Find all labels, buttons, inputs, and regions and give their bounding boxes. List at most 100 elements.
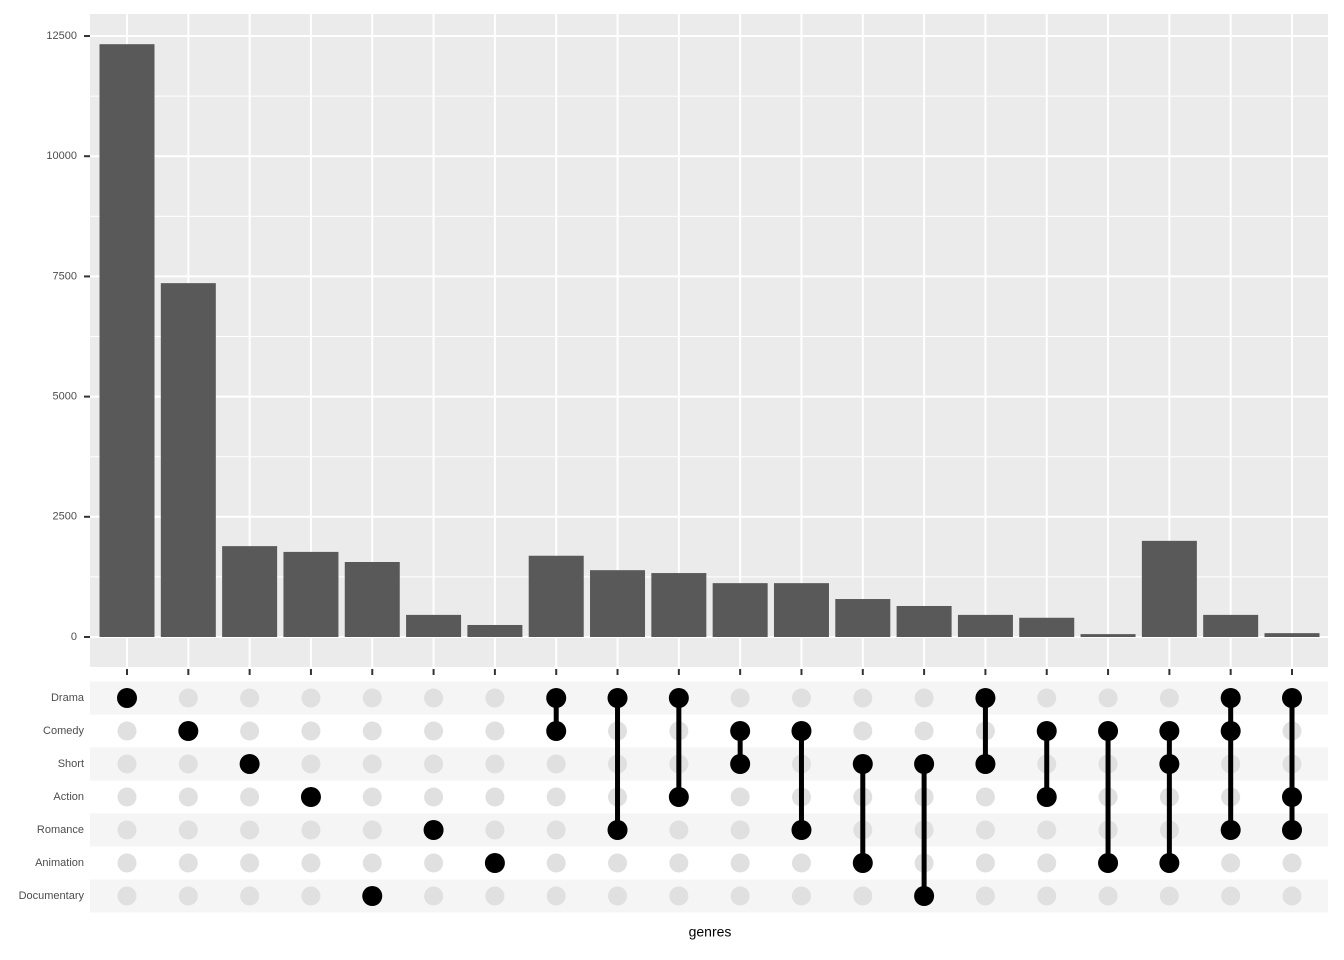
member-dot bbox=[730, 721, 751, 741]
member-dot bbox=[975, 688, 996, 708]
empty-dot bbox=[240, 820, 260, 840]
member-dot bbox=[546, 721, 567, 741]
member-dot bbox=[1282, 820, 1302, 840]
bar bbox=[957, 614, 1013, 637]
member-dot bbox=[1282, 787, 1302, 807]
empty-dot bbox=[485, 721, 505, 741]
member-dot bbox=[914, 886, 935, 906]
member-dot bbox=[1282, 688, 1302, 708]
member-dot bbox=[607, 820, 628, 840]
x-axis-title: genres bbox=[689, 924, 732, 940]
member-dot bbox=[607, 688, 628, 708]
matrix-stripe bbox=[90, 879, 1328, 913]
empty-dot bbox=[424, 754, 444, 774]
member-dot bbox=[852, 754, 873, 774]
bar bbox=[467, 624, 523, 637]
set-label: Comedy bbox=[43, 725, 84, 737]
empty-dot bbox=[546, 787, 566, 807]
member-dot bbox=[1098, 853, 1119, 873]
empty-dot bbox=[424, 688, 444, 708]
empty-dot bbox=[485, 754, 505, 774]
bar bbox=[160, 283, 216, 637]
empty-dot bbox=[301, 886, 321, 906]
bar bbox=[773, 583, 829, 637]
member-dot bbox=[546, 688, 567, 708]
bar bbox=[99, 44, 155, 637]
empty-dot bbox=[1037, 853, 1057, 873]
empty-dot bbox=[608, 853, 628, 873]
y-tick-label: 7500 bbox=[53, 270, 77, 282]
empty-dot bbox=[178, 886, 198, 906]
empty-dot bbox=[1282, 886, 1302, 906]
set-label: Drama bbox=[51, 692, 85, 704]
member-dot bbox=[300, 787, 321, 807]
empty-dot bbox=[1098, 886, 1118, 906]
member-dot bbox=[975, 754, 996, 774]
empty-dot bbox=[853, 721, 873, 741]
empty-dot bbox=[301, 820, 321, 840]
empty-dot bbox=[117, 853, 137, 873]
y-tick-label: 10000 bbox=[46, 150, 77, 162]
empty-dot bbox=[117, 721, 137, 741]
empty-dot bbox=[240, 886, 260, 906]
empty-dot bbox=[853, 886, 873, 906]
empty-dot bbox=[117, 886, 137, 906]
set-label: Romance bbox=[37, 824, 84, 836]
bar bbox=[222, 546, 278, 637]
empty-dot bbox=[1098, 688, 1118, 708]
empty-dot bbox=[730, 688, 750, 708]
empty-dot bbox=[178, 820, 198, 840]
member-dot bbox=[1036, 721, 1057, 741]
bar bbox=[1141, 540, 1197, 637]
empty-dot bbox=[730, 820, 750, 840]
member-dot bbox=[1159, 754, 1180, 774]
empty-dot bbox=[608, 886, 628, 906]
matrix-stripe bbox=[90, 747, 1328, 781]
member-dot bbox=[1159, 853, 1180, 873]
empty-dot bbox=[853, 688, 873, 708]
set-label: Action bbox=[53, 791, 84, 803]
empty-dot bbox=[240, 787, 260, 807]
empty-dot bbox=[975, 820, 995, 840]
empty-dot bbox=[1159, 886, 1179, 906]
member-dot bbox=[668, 787, 689, 807]
empty-dot bbox=[1037, 820, 1057, 840]
empty-dot bbox=[485, 787, 505, 807]
empty-dot bbox=[546, 853, 566, 873]
empty-dot bbox=[362, 853, 382, 873]
member-dot bbox=[852, 853, 873, 873]
member-dot bbox=[178, 721, 199, 741]
bar bbox=[1019, 617, 1075, 637]
set-label: Documentary bbox=[19, 890, 85, 902]
empty-dot bbox=[362, 820, 382, 840]
member-dot bbox=[1220, 688, 1241, 708]
bar bbox=[344, 561, 400, 637]
empty-dot bbox=[362, 787, 382, 807]
bar bbox=[1080, 634, 1136, 637]
empty-dot bbox=[178, 688, 198, 708]
empty-dot bbox=[362, 754, 382, 774]
bar bbox=[896, 605, 952, 637]
bar bbox=[712, 583, 768, 637]
member-dot bbox=[791, 820, 812, 840]
member-dot bbox=[239, 754, 260, 774]
empty-dot bbox=[1221, 853, 1241, 873]
empty-dot bbox=[485, 688, 505, 708]
empty-dot bbox=[730, 886, 750, 906]
member-dot bbox=[362, 886, 383, 906]
empty-dot bbox=[301, 754, 321, 774]
empty-dot bbox=[117, 820, 137, 840]
empty-dot bbox=[1221, 886, 1241, 906]
member-dot bbox=[423, 820, 444, 840]
empty-dot bbox=[362, 688, 382, 708]
empty-dot bbox=[178, 787, 198, 807]
empty-dot bbox=[975, 787, 995, 807]
member-dot bbox=[668, 688, 689, 708]
bar bbox=[651, 573, 707, 637]
empty-dot bbox=[301, 853, 321, 873]
empty-dot bbox=[730, 787, 750, 807]
empty-dot bbox=[117, 754, 137, 774]
empty-dot bbox=[424, 787, 444, 807]
member-dot bbox=[1036, 787, 1057, 807]
